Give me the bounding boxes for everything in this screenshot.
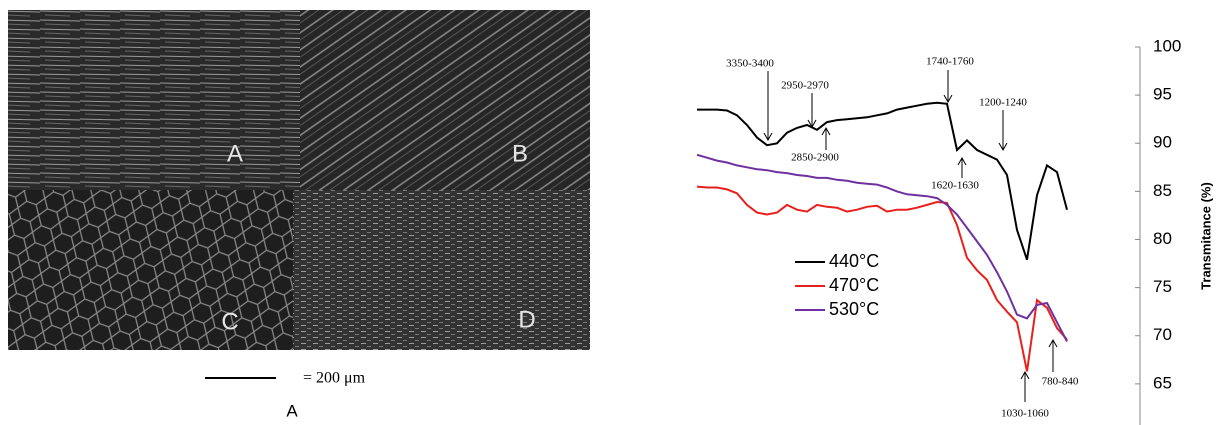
panel-d	[293, 190, 590, 350]
panel-label: D	[518, 306, 535, 333]
annotation: 2850-2900	[791, 152, 839, 164]
scale-bar-label: = 200 μm	[303, 370, 366, 387]
annotation: 2950-2970	[781, 80, 829, 92]
panel-label: A	[227, 140, 243, 167]
caption: A	[286, 401, 298, 420]
y-tick-label: 80	[1153, 229, 1172, 248]
legend-label: 470°C	[829, 275, 879, 295]
panel-a	[8, 10, 300, 190]
panel-label: C	[221, 308, 238, 335]
panel-c	[8, 190, 293, 350]
y-tick-label: 75	[1153, 277, 1172, 296]
y-tick-label: 90	[1153, 133, 1172, 152]
y-axis-label: Transmitance (%)	[1198, 182, 1213, 290]
y-tick-label: 100	[1153, 36, 1181, 55]
annotation: 1030-1060	[1001, 408, 1049, 420]
annotation: 1740-1760	[926, 56, 974, 68]
y-tick-label: 85	[1153, 181, 1172, 200]
annotation: 1200-1240	[979, 97, 1027, 109]
y-tick-label: 95	[1153, 85, 1172, 104]
series-line	[697, 187, 1067, 372]
y-tick-label: 65	[1153, 373, 1172, 392]
y-tick-label: 70	[1153, 325, 1172, 344]
figure: A B C D = 200 μm A Transmitance (%) 65 70…	[0, 0, 1226, 425]
annotation: 1620-1630	[931, 180, 979, 192]
micrograph: A B C D = 200 μm	[8, 10, 590, 387]
legend-label: 530°C	[829, 299, 879, 319]
panel-b	[300, 10, 590, 190]
annotation: 3350-3400	[726, 58, 774, 70]
annotation: 780-840	[1042, 376, 1079, 388]
panel-label: B	[512, 140, 528, 167]
series-line	[697, 155, 1067, 342]
legend-label: 440°C	[829, 251, 879, 271]
series-line	[697, 103, 1067, 260]
